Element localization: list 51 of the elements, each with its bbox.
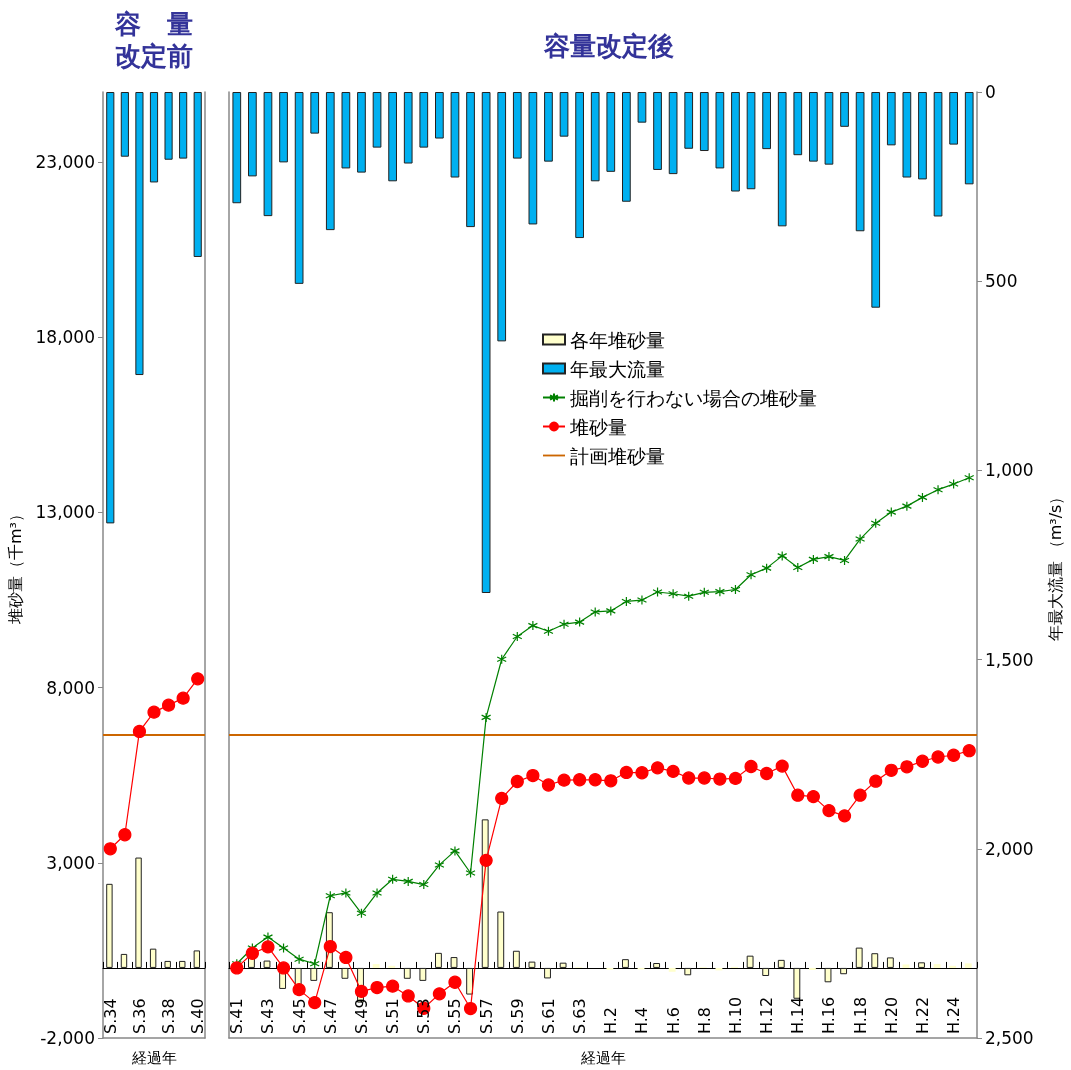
y-tick-label: 3,000	[46, 852, 95, 873]
legend-label: 各年堆砂量	[570, 328, 665, 351]
x-tick-label: H.14	[788, 996, 808, 1034]
x-tick-label: S.61	[538, 998, 558, 1034]
y2-tick-label: 2,000	[985, 838, 1034, 859]
y2-tick-label: 0	[985, 82, 996, 102]
x-tick-label: S.59	[507, 998, 527, 1034]
x-tick-label: S.43	[258, 998, 278, 1034]
x-tick-label: S.45	[289, 998, 309, 1034]
legend-label: 年最大流量	[570, 357, 665, 380]
x-tick-label: H.6	[663, 1006, 683, 1034]
y-tick-label: -2,000	[40, 1028, 95, 1048]
x-tick-label: H.22	[912, 996, 932, 1034]
y-tick-label: 18,000	[35, 327, 95, 348]
chart-title: 容量改定後	[542, 31, 674, 61]
x-tick-label: S.57	[476, 998, 496, 1034]
x-tick-label: S.53	[414, 998, 434, 1034]
y2-tick-label: 1,500	[985, 649, 1034, 670]
x-tick-label: H.10	[725, 996, 745, 1034]
x-tick-label: H.20	[881, 996, 901, 1034]
x-tick-label: S.49	[351, 998, 371, 1034]
x-tick-label: H.24	[944, 996, 964, 1034]
y2-tick-label: 500	[985, 271, 1018, 292]
x-tick-label: H.12	[757, 996, 777, 1034]
y-tick-label: 8,000	[46, 677, 95, 698]
x-tick-label: S.63	[570, 998, 590, 1034]
x-axis-title: 経過年	[130, 1048, 177, 1067]
x-tick-label: S.36	[129, 998, 149, 1034]
x-tick-label: H.16	[819, 996, 839, 1034]
x-tick-label: H.4	[632, 1006, 652, 1034]
y-tick-label: 13,000	[35, 502, 95, 523]
x-tick-label: S.40	[188, 998, 208, 1034]
y-tick-label: 23,000	[35, 152, 95, 173]
legend-label: 計画堆砂量	[570, 444, 665, 467]
x-axis-title: 経過年	[579, 1048, 626, 1067]
legend-label: 堆砂量	[569, 415, 627, 438]
x-tick-label: S.34	[100, 998, 120, 1034]
y2-tick-label: 1,000	[985, 460, 1034, 481]
y2-tick-label: 2,500	[985, 1028, 1034, 1048]
y-axis-title: 堆砂量（千m³）	[5, 506, 25, 625]
x-tick-label: S.55	[445, 998, 465, 1034]
x-tick-label: S.51	[383, 998, 403, 1034]
x-tick-label: S.38	[159, 998, 179, 1034]
x-tick-label: H.18	[850, 996, 870, 1034]
y2-axis-title: 年最大流量 （m³/s）	[1045, 488, 1065, 642]
legend-label: 掘削を行わない場合の堆砂量	[570, 386, 817, 409]
chart-title: 容 量改定前	[114, 9, 193, 71]
x-tick-label: S.47	[320, 998, 340, 1034]
x-tick-label: H.8	[694, 1006, 714, 1034]
x-tick-label: S.41	[227, 998, 247, 1034]
x-tick-label: H.2	[601, 1006, 621, 1034]
